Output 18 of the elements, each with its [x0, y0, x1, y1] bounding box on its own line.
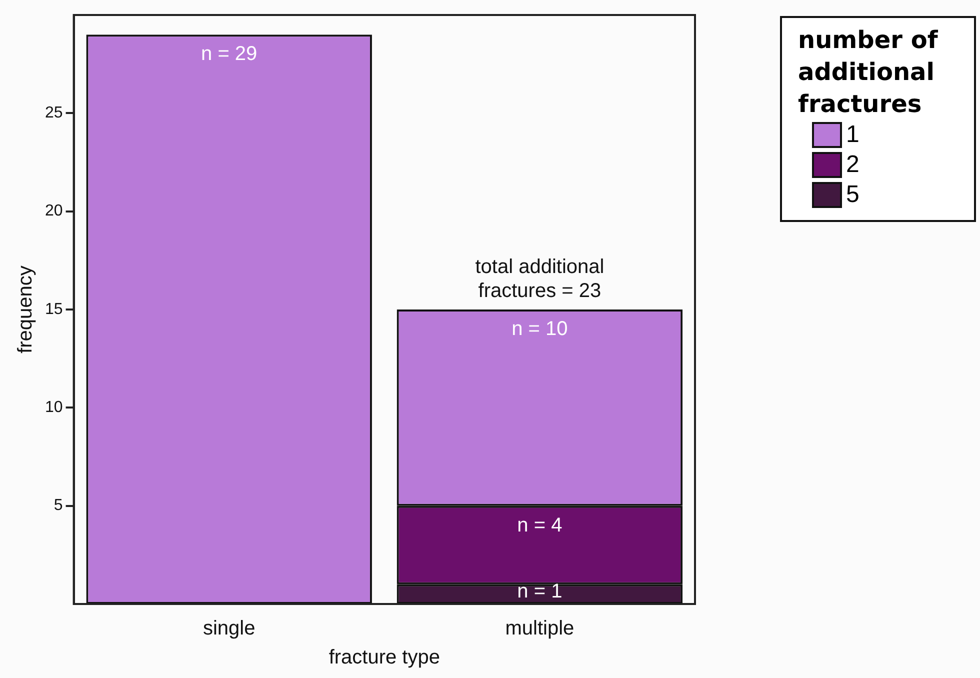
- data-label: n = 10: [512, 318, 568, 340]
- data-label: n = 1: [517, 580, 562, 603]
- data-label: n = 4: [517, 514, 562, 536]
- x-axis-title: fracture type: [328, 646, 440, 669]
- y-tick-label: 15: [45, 300, 63, 318]
- x-tick-label: single: [202, 618, 256, 640]
- text: 1: [846, 121, 860, 149]
- y-tick-label: 25: [45, 104, 63, 122]
- legend-label: 5: [846, 181, 860, 209]
- data-label: n = 29: [201, 43, 258, 66]
- y-tick-label: 10: [45, 399, 63, 416]
- legend-title: number of additional fractures: [798, 25, 939, 120]
- x-tick-label: multiple: [505, 618, 574, 640]
- y-axis-title: frequency: [14, 266, 37, 354]
- legend-label: 2: [846, 151, 860, 179]
- y-tick-label: 5: [54, 497, 63, 514]
- annotation: total additional fractures = 23: [475, 256, 604, 302]
- y-tick-label: 20: [45, 202, 63, 220]
